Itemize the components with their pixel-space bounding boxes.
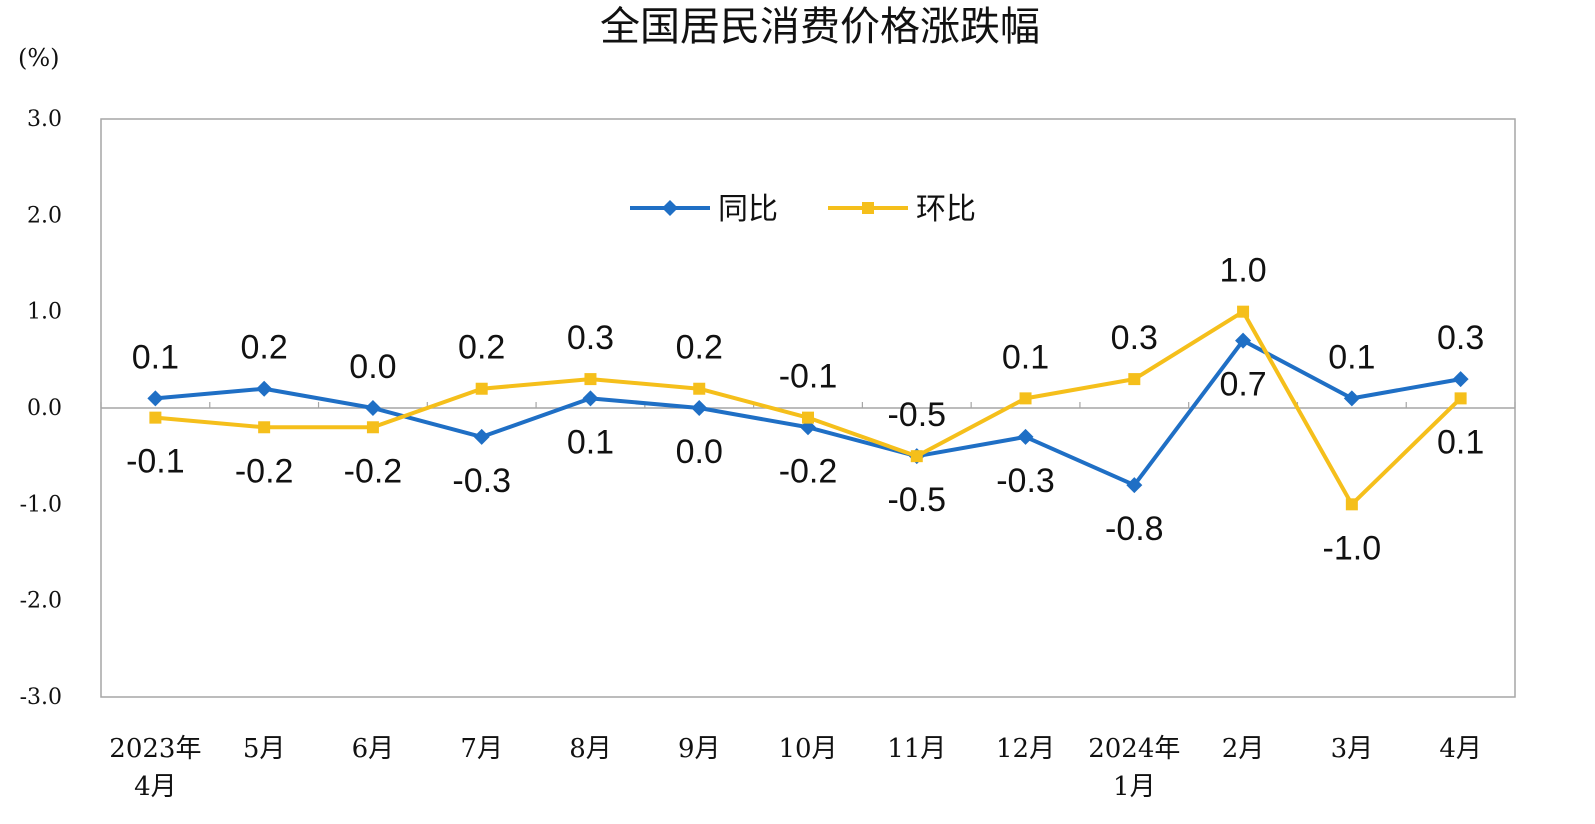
mom-point-marker: [149, 411, 162, 424]
y-tick-label: 0.0: [27, 396, 62, 421]
x-tick-label: 9月: [678, 734, 721, 764]
mom-point-marker: [910, 450, 923, 463]
mom-point-marker: [1128, 373, 1141, 386]
yoy-point-marker: [1126, 477, 1143, 494]
mom-data-label: 0.2: [676, 329, 723, 367]
yoy-data-label: -0.8: [1105, 510, 1164, 548]
yoy-data-label: 0.7: [1219, 366, 1266, 404]
yoy-point-marker: [1343, 390, 1360, 407]
yoy-data-label: 0.2: [241, 329, 288, 367]
yoy-data-label: 0.3: [1437, 319, 1484, 357]
x-tick-label: 4月: [134, 772, 177, 802]
mom-point-marker: [1019, 392, 1032, 405]
yoy-point-marker: [1235, 332, 1252, 349]
y-tick-label: 2.0: [27, 203, 62, 228]
mom-data-label: 1.0: [1219, 252, 1266, 290]
mom-point-marker: [802, 411, 814, 424]
mom-data-label: -0.5: [887, 396, 946, 434]
y-tick-label: -2.0: [20, 589, 62, 614]
yoy-data-label: 0.1: [132, 338, 179, 376]
x-tick-label: 2024年: [1088, 734, 1180, 764]
mom-data-label: -0.1: [126, 443, 185, 481]
y-tick-label: -1.0: [20, 492, 62, 517]
yoy-point-marker: [364, 400, 381, 416]
mom-data-label: -0.2: [235, 452, 294, 490]
mom-data-label: -1.0: [1323, 529, 1382, 567]
mom-point-marker: [258, 421, 271, 434]
yoy-point-marker: [147, 390, 164, 407]
yoy-data-label: -0.5: [887, 481, 946, 519]
x-tick-label: 8月: [569, 734, 612, 764]
yoy-data-label: 0.1: [567, 423, 614, 461]
yoy-point-marker: [582, 390, 599, 407]
x-tick-label: 6月: [352, 734, 395, 764]
mom-data-label: 0.2: [458, 329, 505, 367]
yoy-point-marker: [1017, 428, 1034, 445]
data-labels: 0.1 0.2 0.0 -0.3 0.1 0.0 -0.2 -0.5 -0.3 -0.8 0.7 0.…: [126, 252, 1484, 568]
mom-point-marker: [366, 421, 379, 434]
yoy-point-marker: [691, 400, 708, 416]
yoy-point-marker: [1452, 371, 1469, 388]
x-tick-label: 7月: [460, 734, 503, 764]
mom-point-marker: [1237, 305, 1250, 318]
legend: 同比 环比: [630, 192, 976, 227]
x-tick-label: 4月: [1439, 734, 1482, 764]
yoy-data-label: -0.3: [996, 462, 1055, 500]
x-tick-label: 2月: [1222, 734, 1265, 764]
mom-data-label: 0.3: [567, 319, 614, 357]
yoy-data-label: -0.2: [779, 452, 838, 490]
yoy-data-label: 0.0: [349, 348, 396, 386]
mom-point-marker: [693, 382, 706, 395]
mom-data-label: -0.1: [779, 358, 838, 396]
x-tick-label: 5月: [243, 734, 286, 764]
x-tick-label: 2023年: [109, 734, 201, 764]
x-tick-label: 10月: [778, 734, 837, 764]
mom-point-marker: [584, 373, 597, 386]
x-tick-label: 11月: [887, 734, 946, 764]
y-axis: 3.0 2.0 1.0 0.0 -1.0 -2.0 -3.0: [20, 107, 1515, 710]
legend-marker: [662, 200, 678, 216]
mom-data-label: 0.3: [1111, 319, 1158, 357]
y-unit-label: (%): [18, 44, 60, 72]
mom-point-marker: [1454, 392, 1467, 405]
x-axis: 2023年 4月 5月 6月 7月 8月 9月 10月 11月 12月 2024年 1月 2月 3月 4月: [100, 402, 1516, 802]
x-tick-label: 12月: [996, 734, 1055, 764]
legend-marker: [862, 202, 874, 214]
legend-label: 环比: [916, 192, 976, 227]
y-tick-label: -3.0: [20, 685, 62, 710]
mom-data-label: 0.1: [1002, 338, 1049, 376]
yoy-data-label: -0.3: [452, 462, 511, 500]
legend-label: 同比: [718, 192, 778, 227]
x-tick-label: 1月: [1113, 772, 1156, 802]
mom-data-label: -0.2: [344, 452, 403, 490]
chart-title: 全国居民消费价格涨跌幅: [600, 4, 1040, 50]
x-tick-label: 3月: [1331, 734, 1374, 764]
mom-point-marker: [475, 382, 488, 395]
y-tick-label: 1.0: [27, 300, 62, 325]
mom-data-label: 0.1: [1437, 423, 1484, 461]
yoy-point-marker: [473, 428, 490, 445]
series-layer: [147, 305, 1469, 511]
y-tick-label: 3.0: [27, 107, 62, 132]
yoy-data-label: 0.0: [676, 433, 723, 471]
mom-point-marker: [1345, 498, 1358, 511]
yoy-data-label: 0.1: [1328, 338, 1375, 376]
yoy-point-marker: [256, 380, 273, 397]
